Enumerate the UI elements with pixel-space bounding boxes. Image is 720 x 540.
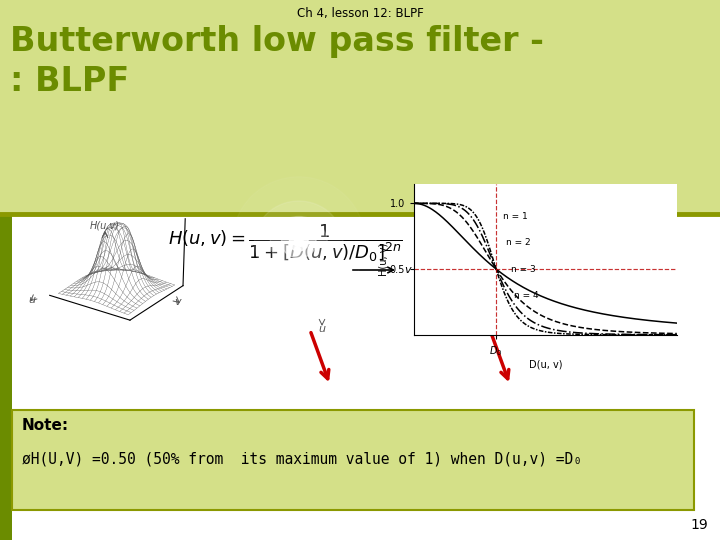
Text: Note:: Note: bbox=[22, 418, 69, 433]
Text: n = 3: n = 3 bbox=[511, 265, 536, 274]
Text: n = 4: n = 4 bbox=[514, 291, 539, 300]
Ellipse shape bbox=[254, 201, 343, 284]
Text: 19: 19 bbox=[690, 518, 708, 532]
FancyBboxPatch shape bbox=[12, 410, 694, 510]
Text: v: v bbox=[404, 265, 410, 275]
Text: $H(u,v) = \dfrac{1}{1+[D(u,v)/D_0]^{2n}}$: $H(u,v) = \dfrac{1}{1+[D(u,v)/D_0]^{2n}}… bbox=[168, 222, 402, 264]
Ellipse shape bbox=[270, 217, 328, 268]
Text: Ch 4, lesson 12: BLPF: Ch 4, lesson 12: BLPF bbox=[297, 7, 423, 20]
Bar bbox=[0, 214, 12, 540]
Text: n = 2: n = 2 bbox=[506, 238, 531, 247]
Text: n = 1: n = 1 bbox=[503, 212, 528, 221]
Ellipse shape bbox=[294, 238, 304, 247]
Y-axis label: H(u, v): H(u, v) bbox=[378, 242, 388, 276]
Text: : BLPF: : BLPF bbox=[10, 65, 130, 98]
Text: v: v bbox=[175, 297, 181, 307]
Text: u: u bbox=[29, 295, 35, 305]
Text: Butterworth low pass filter -: Butterworth low pass filter - bbox=[10, 25, 544, 58]
X-axis label: D(u, v): D(u, v) bbox=[528, 359, 562, 369]
Ellipse shape bbox=[289, 234, 308, 251]
Bar bbox=[0, 0, 720, 215]
Ellipse shape bbox=[282, 227, 316, 258]
Text: H(u, v): H(u, v) bbox=[430, 218, 463, 228]
Text: H(u,v): H(u,v) bbox=[90, 220, 120, 230]
Text: øH(U,V) =0.50 (50% from  its maximum value of 1) when D(u,v) =D₀: øH(U,V) =0.50 (50% from its maximum valu… bbox=[22, 452, 582, 467]
Text: u: u bbox=[318, 324, 325, 334]
